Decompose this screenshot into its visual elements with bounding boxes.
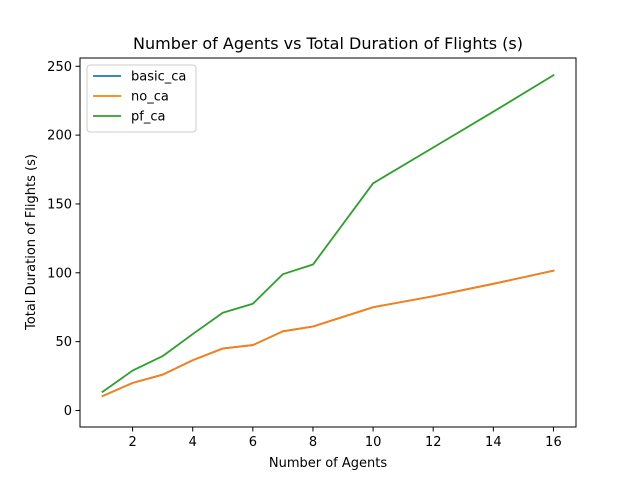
- x-tick-label: 14: [485, 435, 502, 450]
- y-tick-label: 200: [47, 129, 72, 144]
- x-tick-label: 10: [365, 435, 382, 450]
- y-tick-label: 150: [47, 197, 72, 212]
- series-layer: [101, 73, 555, 398]
- x-tick-label: 6: [249, 435, 257, 450]
- y-axis-ticks: 0 50 100 150 200 250: [47, 60, 80, 419]
- legend: basic_ca no_ca pf_ca: [86, 64, 197, 133]
- series-line-no-ca: [101, 269, 555, 398]
- y-tick-label: 50: [55, 335, 72, 350]
- legend-label-no-ca: no_ca: [131, 90, 169, 105]
- legend-label-pf-ca: pf_ca: [131, 110, 165, 125]
- x-tick-label: 8: [309, 435, 317, 450]
- chart-title: Number of Agents vs Total Duration of Fl…: [133, 34, 523, 53]
- x-tick-label: 2: [128, 435, 136, 450]
- x-axis-ticks: 2 4 6 8 10 12 14 16: [128, 427, 562, 450]
- legend-entries: basic_ca no_ca pf_ca: [93, 70, 186, 125]
- y-axis-label: Total Duration of Flights (s): [24, 154, 39, 331]
- x-tick-label: 12: [425, 435, 442, 450]
- x-tick-label: 4: [189, 435, 197, 450]
- plot-area-frame: [79, 57, 577, 428]
- x-tick-label: 16: [545, 435, 562, 450]
- y-tick-label: 0: [64, 404, 72, 419]
- y-tick-label: 250: [47, 60, 72, 75]
- legend-label-basic-ca: basic_ca: [131, 70, 186, 85]
- series-line-pf-ca: [101, 73, 555, 394]
- y-tick-label: 100: [47, 266, 72, 281]
- x-axis-label: Number of Agents: [269, 456, 387, 471]
